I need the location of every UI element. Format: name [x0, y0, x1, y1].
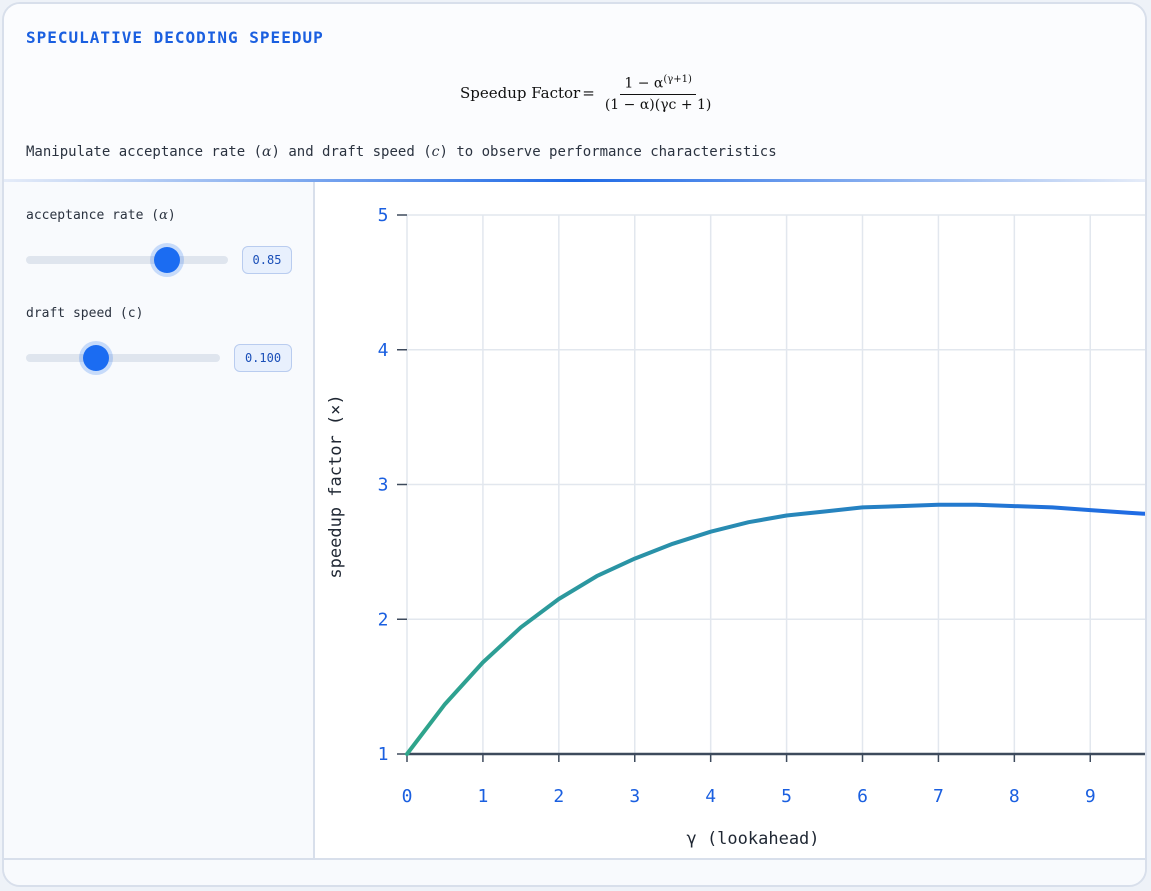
- x-tick-label: 8: [1009, 786, 1020, 807]
- draft-speed-label: draft speed (c): [26, 306, 144, 321]
- x-tick-label: 2: [553, 786, 564, 807]
- speedup-formula: Speedup Factor = 1 − α(γ+1) (1 − α)(γc +…: [460, 74, 715, 113]
- formula-lhs: Speedup Factor: [460, 84, 581, 103]
- formula-equals: =: [582, 84, 595, 103]
- formula-fraction: 1 − α(γ+1) (1 − α)(γc + 1): [601, 74, 716, 113]
- acceptance-label-symbol: α: [159, 208, 168, 223]
- y-axis-label: speedup factor (×): [326, 394, 346, 578]
- x-tick-label: 3: [629, 786, 640, 807]
- numerator-base: 1 − α: [624, 75, 664, 92]
- draft-speed-value: 0.100: [234, 344, 292, 372]
- header: SPECULATIVE DECODING SPEEDUP Speedup Fac…: [4, 4, 1145, 180]
- x-tick-label: 6: [857, 786, 868, 807]
- subtitle-text-2: ) and draft speed (: [271, 144, 432, 160]
- draft-speed-slider-thumb[interactable]: [82, 345, 109, 371]
- y-tick-label: 2: [378, 609, 389, 630]
- subtitle-alpha: α: [262, 144, 272, 160]
- subtitle-text-1: Manipulate acceptance rate (: [26, 144, 263, 160]
- page-title: SPECULATIVE DECODING SPEEDUP: [26, 28, 324, 47]
- subtitle-text-3: ) to observe performance characteristics: [439, 144, 777, 160]
- acceptance-rate-value: 0.85: [242, 246, 292, 274]
- controls-panel: acceptance rate (α) 0.85 draft speed (c)…: [4, 182, 315, 858]
- header-divider: [4, 179, 1145, 182]
- acceptance-rate-label: acceptance rate (α): [26, 208, 176, 223]
- x-tick-label: 9: [1085, 786, 1096, 807]
- draft-speed-slider[interactable]: [26, 345, 220, 371]
- acceptance-label-prefix: acceptance rate (: [26, 208, 160, 223]
- footer-bar: [4, 858, 1145, 885]
- speedup-curve: [405, 502, 1145, 756]
- x-tick-label: 1: [477, 786, 488, 807]
- x-tick-label: 4: [705, 786, 716, 807]
- y-tick-label: 4: [378, 340, 389, 361]
- subtitle-c: c: [431, 144, 440, 160]
- x-tick-label: 5: [781, 786, 792, 807]
- x-axis-label: γ (lookahead): [686, 829, 819, 849]
- formula-denominator: (1 − α)(γc + 1): [604, 96, 712, 113]
- subtitle: Manipulate acceptance rate (α) and draft…: [26, 144, 777, 160]
- numerator-exponent: (γ+1): [663, 74, 692, 85]
- acceptance-label-suffix: ): [167, 208, 176, 223]
- formula-numerator: 1 − α(γ+1): [620, 74, 696, 95]
- y-tick-label: 5: [378, 205, 389, 226]
- acceptance-rate-slider-thumb[interactable]: [154, 247, 181, 273]
- x-tick-label: 0: [402, 786, 413, 807]
- y-tick-label: 1: [378, 744, 389, 765]
- y-tick-label: 3: [378, 475, 389, 496]
- x-tick-label: 7: [933, 786, 944, 807]
- acceptance-rate-slider[interactable]: [26, 247, 228, 273]
